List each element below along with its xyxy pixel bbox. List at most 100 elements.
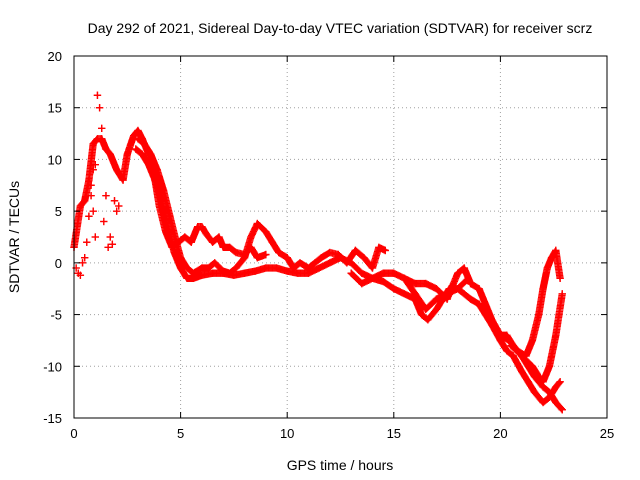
data-point xyxy=(539,398,547,407)
data-point xyxy=(102,191,110,200)
data-point xyxy=(466,279,475,288)
data-point xyxy=(81,254,89,262)
data-point xyxy=(552,331,560,339)
data-point xyxy=(390,269,398,277)
data-point xyxy=(539,378,547,386)
data-point xyxy=(198,271,206,279)
y-axis-label: SDTVAR / TECUs xyxy=(6,181,22,293)
data-point xyxy=(240,254,249,262)
data-point xyxy=(106,233,114,241)
x-axis-label: GPS time / hours xyxy=(287,457,394,473)
data-point xyxy=(460,264,468,272)
data-point xyxy=(411,279,419,288)
data-point xyxy=(294,269,302,277)
data-point xyxy=(475,285,483,293)
data-point xyxy=(215,233,223,241)
series-5 xyxy=(475,246,564,360)
data-point xyxy=(232,248,240,257)
y-tick-label: 15 xyxy=(48,101,62,116)
data-point xyxy=(528,362,537,370)
data-point xyxy=(518,352,526,360)
data-point xyxy=(417,310,426,319)
data-point xyxy=(151,176,159,184)
data-point xyxy=(115,202,123,210)
y-tick-label: 20 xyxy=(48,49,62,64)
data-point xyxy=(360,254,368,262)
data-point xyxy=(496,331,505,339)
series-markers xyxy=(475,246,564,360)
data-point xyxy=(98,124,106,133)
data-point xyxy=(102,145,110,153)
data-point xyxy=(87,181,95,189)
data-point xyxy=(539,285,547,293)
data-point xyxy=(153,166,161,174)
data-point xyxy=(85,176,93,184)
data-point xyxy=(296,259,304,267)
data-point xyxy=(556,378,564,386)
data-point xyxy=(375,243,383,251)
data-point xyxy=(81,197,89,205)
data-point xyxy=(147,150,155,158)
data-point xyxy=(240,269,249,277)
data-point xyxy=(183,274,191,283)
x-tick-label: 20 xyxy=(493,426,507,441)
series-2 xyxy=(132,145,473,314)
data-point xyxy=(83,238,91,246)
data-point xyxy=(543,264,551,272)
data-point xyxy=(76,271,85,279)
data-point xyxy=(89,207,97,215)
data-point xyxy=(85,212,93,220)
data-point xyxy=(112,207,121,215)
data-point xyxy=(454,269,462,277)
data-point xyxy=(524,378,532,386)
data-point xyxy=(454,285,462,293)
data-point xyxy=(535,310,543,319)
data-point xyxy=(486,316,494,324)
data-point xyxy=(558,290,566,298)
data-point xyxy=(208,269,217,277)
data-point xyxy=(134,126,142,135)
chart-title: Day 292 of 2021, Sidereal Day-to-day VTE… xyxy=(88,20,593,36)
data-point xyxy=(91,160,99,169)
data-point xyxy=(518,367,526,376)
data-point xyxy=(225,243,234,251)
data-point xyxy=(87,191,95,200)
data-point xyxy=(556,274,564,283)
data-point xyxy=(76,202,85,210)
y-tick-label: -15 xyxy=(43,411,62,426)
data-point xyxy=(368,264,377,272)
x-tick-label: 25 xyxy=(600,426,614,441)
data-point xyxy=(176,264,185,272)
data-point xyxy=(326,259,334,267)
data-point xyxy=(552,383,560,391)
data-point xyxy=(424,316,432,324)
data-point xyxy=(283,267,291,275)
data-point xyxy=(422,305,430,314)
data-point xyxy=(198,264,206,272)
x-tick-label: 15 xyxy=(387,426,401,441)
data-point xyxy=(368,274,377,283)
data-point xyxy=(262,228,270,236)
data-point xyxy=(507,341,515,350)
data-point xyxy=(181,233,189,241)
data-point xyxy=(528,336,537,345)
data-point xyxy=(315,264,323,272)
data-point xyxy=(230,271,238,279)
data-point xyxy=(132,145,140,153)
data-point xyxy=(283,254,291,262)
data-point xyxy=(198,223,206,231)
data-point xyxy=(268,238,276,246)
data-point xyxy=(358,269,366,277)
data-point xyxy=(247,233,255,241)
data-point xyxy=(475,300,483,308)
data-series xyxy=(70,91,566,414)
data-point xyxy=(89,140,97,148)
data-point xyxy=(204,264,212,272)
y-tick-label: 5 xyxy=(55,204,62,219)
data-point xyxy=(381,246,389,255)
data-point xyxy=(91,233,99,241)
data-point xyxy=(547,254,556,262)
data-point xyxy=(100,217,108,226)
data-point xyxy=(144,160,153,169)
